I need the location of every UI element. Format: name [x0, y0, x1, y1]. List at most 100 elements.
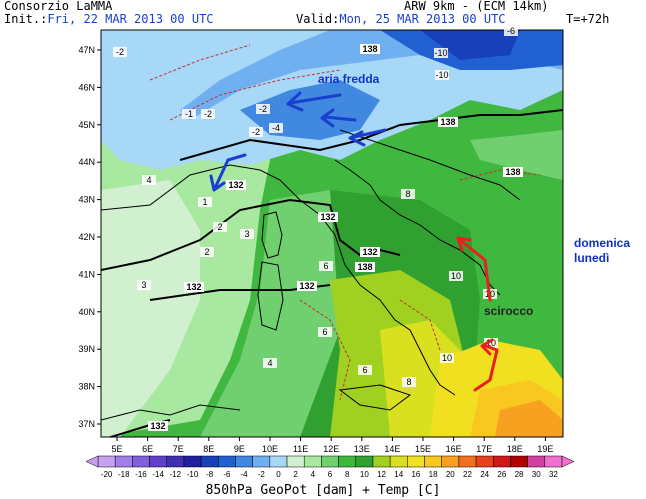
colorbar-label: 20 — [446, 470, 455, 479]
temp-field-20 — [495, 400, 563, 437]
sirocco-arrow-2 — [473, 338, 499, 392]
temperature-label-bg — [263, 358, 277, 368]
colorbar-swatch — [475, 455, 494, 468]
temperature-label: 3 — [244, 229, 249, 239]
temperature-label: 3 — [141, 280, 146, 290]
temp-field-balkans-6 — [470, 130, 563, 180]
colorbar-swatch — [218, 455, 236, 468]
lon-tick-label: 7E — [173, 444, 184, 454]
colorbar-swatch — [407, 455, 425, 468]
temperature-label: -10 — [434, 48, 447, 58]
geopotential-label: 132 — [186, 282, 201, 292]
cold-air-arrows — [209, 91, 387, 192]
colorbar-label: -10 — [187, 470, 199, 479]
label-days-line2: lunedì — [574, 251, 610, 265]
colorbar-label: 2 — [293, 470, 298, 479]
lat-tick-label: 42N — [78, 232, 95, 242]
temperature-label: -1 — [185, 109, 193, 119]
colorbar-swatch — [97, 455, 116, 468]
lat-tick-label: 38N — [78, 382, 95, 392]
colorbar-label: -2 — [258, 470, 266, 479]
colorbar-swatch — [286, 455, 305, 468]
geopotential-label-bg — [438, 117, 458, 127]
temperature-label: 4 — [146, 175, 151, 185]
temperature-contours — [149, 44, 541, 401]
valid-label: Valid: — [296, 12, 340, 26]
colorbar-label: -16 — [135, 470, 147, 479]
temperature-label-bg — [200, 247, 214, 257]
temperature-label: -4 — [272, 123, 280, 133]
lon-tick-label: 6E — [142, 444, 153, 454]
lat-tick-label: 43N — [78, 195, 95, 205]
colorbar-swatch — [269, 455, 288, 468]
label-cold-air: aria fredda — [318, 72, 380, 86]
temperature-label-bg — [440, 353, 454, 363]
label-sirocco: scirocco — [484, 304, 534, 318]
lon-tick-label: 8E — [203, 444, 214, 454]
valid-line: Valid:Mon, 25 MAR 2013 00 UTC — [296, 12, 506, 26]
colorbar-swatch — [321, 455, 339, 468]
temperature-label: 2 — [217, 222, 222, 232]
temperature-label: 6 — [323, 261, 328, 271]
temperature-label: -2 — [116, 47, 124, 57]
colorbar-label: -4 — [241, 470, 249, 479]
lon-tick-label: 18E — [507, 444, 523, 454]
cold-arrow-1 — [286, 91, 342, 112]
colorbar-swatch — [132, 455, 150, 468]
cold-arrow-4 — [209, 153, 247, 192]
forecast-step: T=+72h — [566, 12, 610, 26]
geopotential-label-bg — [360, 44, 380, 54]
temperature-label-bg — [358, 365, 372, 375]
org-title: Consorzio LaMMA — [4, 0, 113, 13]
colorbar-swatch — [389, 455, 408, 468]
temperature-label-bg — [401, 189, 415, 199]
lat-tick-label: 46N — [78, 82, 95, 92]
temperature-label: 10 — [442, 353, 452, 363]
lon-tick-label: 15E — [415, 444, 431, 454]
valid-value: Mon, 25 MAR 2013 00 UTC — [339, 12, 506, 26]
lon-tick-label: 19E — [537, 444, 553, 454]
geopotential-label-bg — [355, 262, 375, 272]
geopotential-label: 132 — [362, 247, 377, 257]
lon-tick-label: 10E — [262, 444, 278, 454]
temperature-label-bg — [137, 280, 151, 290]
geopotential-label: 138 — [362, 44, 377, 54]
init-label: Init.: — [4, 12, 48, 26]
colorbar-swatch — [544, 455, 563, 468]
colorbar-swatch — [149, 455, 167, 468]
geopotential-label: 138 — [440, 117, 455, 127]
geopotential-label-bg — [148, 421, 168, 431]
temperature-label: -2 — [252, 127, 260, 137]
colorbar-label: -6 — [223, 470, 231, 479]
temp-field-m2 — [180, 30, 563, 120]
colorbar-swatch — [372, 455, 391, 468]
colorbar-swatch — [527, 455, 546, 468]
geopotential-label: 138 — [505, 167, 520, 177]
colorbar-swatch — [493, 455, 511, 468]
colorbar-label: 0 — [276, 470, 281, 479]
temperature-label: 10 — [451, 271, 461, 281]
temperature-label-bg — [449, 271, 463, 281]
geopotential-label-bg — [184, 282, 204, 292]
colorbar: -20 -18 -16 -14 -12 -10 -8 -6 -4 -2 0 2 4 6 8 10 12 14 16 1… — [85, 455, 575, 479]
lon-tick-label: 13E — [354, 444, 370, 454]
geopotential-label-bg — [297, 281, 317, 291]
geopotential-label: 132 — [150, 421, 165, 431]
temperature-label: -6 — [507, 26, 515, 36]
lon-tick-label: 11E — [293, 444, 308, 454]
temperature-label-bg — [318, 327, 332, 337]
colorbar-label: 10 — [360, 470, 369, 479]
colorbar-label: 24 — [480, 470, 489, 479]
colorbar-swatch — [510, 455, 528, 468]
colorbar-swatch — [235, 455, 253, 468]
colorbar-label: -20 — [101, 470, 113, 479]
temperature-label-bg — [213, 222, 227, 232]
colorbar-label: -14 — [152, 470, 164, 479]
temperature-label: 8 — [405, 189, 410, 199]
temperature-label-bg — [435, 70, 449, 80]
lon-tick-label: 5E — [111, 444, 122, 454]
colorbar-label: 18 — [429, 470, 438, 479]
